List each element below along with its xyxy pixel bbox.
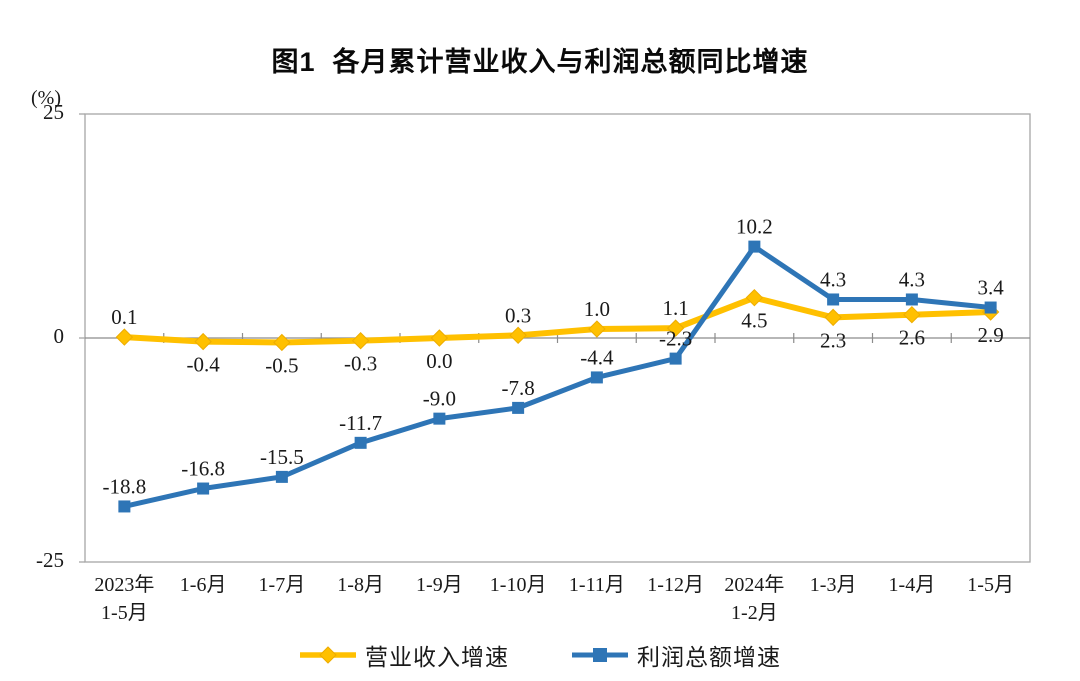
data-point-marker-square (354, 436, 367, 449)
legend-entry-profit: 利润总额增速 (571, 638, 781, 672)
data-point-label: 4.3 (820, 267, 846, 291)
data-point-label: -0.5 (265, 353, 298, 377)
data-point-label: -15.5 (260, 445, 304, 469)
revenue-series-line (121, 294, 994, 346)
x-axis-category-label: 1-9月 (416, 574, 463, 596)
x-axis-category-label: 1-10月 (490, 574, 547, 596)
data-point-marker-diamond (351, 331, 370, 350)
x-axis-category-label: 1-2月 (731, 602, 778, 624)
profit-line-sample-icon (572, 648, 628, 662)
data-point-marker-square (590, 371, 603, 384)
data-point-label: -16.8 (181, 457, 225, 481)
data-point-marker-square (275, 470, 288, 483)
x-axis-category-label: 1-7月 (259, 574, 306, 596)
legend-label-revenue: 营业收入增速 (365, 645, 509, 670)
y-axis-tick-label: 0 (54, 324, 65, 348)
legend-entry-revenue: 营业收入增速 (299, 638, 509, 672)
data-point-label: -0.3 (344, 352, 377, 376)
data-point-marker-square (748, 240, 761, 253)
revenue-line-sample-icon (300, 646, 356, 664)
data-point-label: -11.7 (339, 411, 382, 435)
data-point-marker-square (905, 293, 918, 306)
data-point-label: -18.8 (103, 474, 147, 498)
x-axis-category-label: 1-3月 (810, 574, 857, 596)
data-point-label: 1.1 (663, 296, 689, 320)
x-axis-category-label: 2023年 (94, 573, 154, 596)
data-point-label: 10.2 (736, 215, 773, 239)
x-axis-category-label: 1-11月 (569, 574, 625, 596)
data-point-marker-diamond (509, 326, 527, 345)
chart-legend: 营业收入增速 利润总额增速 (0, 638, 1080, 672)
data-point-marker-diamond (824, 308, 842, 327)
x-axis-category-label: 2024年 (724, 573, 784, 596)
data-point-label: 2.6 (899, 326, 925, 350)
data-point-marker-square (118, 500, 131, 513)
y-axis-tick-label: -25 (36, 548, 64, 572)
data-point-label: 2.9 (978, 323, 1004, 347)
data-point-marker-square (669, 352, 682, 365)
data-point-marker-diamond (903, 305, 921, 324)
data-point-marker-diamond (430, 329, 449, 347)
data-point-marker-square (984, 301, 997, 314)
data-point-marker-square (512, 401, 525, 414)
data-point-label: -7.8 (502, 376, 535, 400)
data-point-marker-square (433, 412, 446, 425)
data-point-label: -0.4 (187, 353, 221, 377)
data-point-label: 0.1 (111, 305, 137, 329)
data-point-label: 4.5 (741, 309, 767, 333)
x-axis-category-label: 1-8月 (337, 574, 384, 596)
data-point-marker-diamond (745, 288, 764, 307)
data-point-label: 0.3 (505, 303, 531, 327)
y-axis-tick-label: 25 (43, 100, 64, 124)
data-point-label: 1.0 (584, 297, 610, 321)
data-point-label: 4.3 (899, 267, 925, 291)
x-axis-category-label: 1-4月 (889, 574, 936, 596)
data-point-marker-diamond (588, 320, 606, 338)
data-point-label: 3.4 (978, 276, 1005, 300)
y-axis-unit-label: (%) (31, 87, 61, 109)
data-point-marker-square (827, 293, 840, 306)
data-point-marker-diamond (115, 328, 134, 346)
profit-series-line (121, 244, 994, 509)
data-point-label: -4.4 (580, 345, 614, 369)
chart-title: 图1 各月累计营业收入与利润总额同比增速 (271, 47, 809, 77)
data-point-label: -2.3 (659, 327, 692, 351)
x-axis-category-label: 1-6月 (180, 574, 227, 596)
legend-label-profit: 利润总额增速 (637, 645, 781, 670)
data-point-marker-diamond (666, 319, 685, 337)
data-point-marker-diamond (194, 332, 212, 351)
data-point-label: 2.3 (820, 328, 846, 352)
x-axis-category-label: 1-5月 (967, 574, 1014, 596)
x-axis-category-label: 1-12月 (647, 574, 704, 596)
data-point-marker-diamond (273, 333, 291, 352)
data-point-label: 0.0 (426, 349, 452, 373)
data-point-marker-square (197, 482, 210, 495)
data-point-label: -9.0 (423, 387, 456, 411)
x-axis-category-label: 1-5月 (101, 602, 148, 624)
